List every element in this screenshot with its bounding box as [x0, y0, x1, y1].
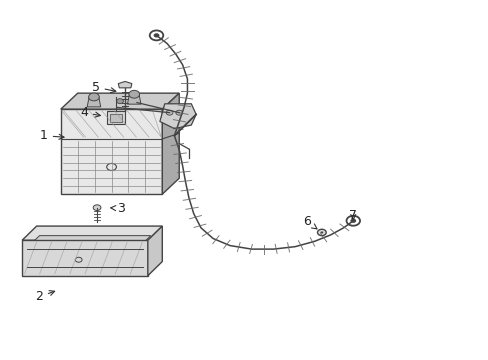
Polygon shape [162, 93, 179, 194]
Polygon shape [22, 240, 147, 276]
Polygon shape [106, 111, 125, 124]
Polygon shape [118, 81, 132, 88]
Circle shape [88, 93, 99, 101]
Polygon shape [29, 236, 150, 246]
Polygon shape [160, 104, 196, 129]
Polygon shape [61, 109, 162, 194]
Text: 1: 1 [40, 129, 64, 142]
Circle shape [129, 90, 139, 98]
Polygon shape [127, 94, 141, 104]
Text: 2: 2 [35, 291, 55, 303]
Polygon shape [61, 93, 179, 109]
Text: 4: 4 [80, 106, 100, 119]
Circle shape [320, 231, 323, 234]
Circle shape [317, 229, 325, 236]
Text: 7: 7 [348, 209, 357, 222]
Text: 3: 3 [110, 202, 125, 215]
Polygon shape [147, 226, 162, 276]
Text: 6: 6 [303, 215, 316, 229]
Polygon shape [87, 97, 101, 107]
Circle shape [166, 110, 173, 115]
Circle shape [176, 110, 182, 115]
Text: 5: 5 [91, 81, 116, 94]
Circle shape [93, 205, 101, 211]
Polygon shape [22, 226, 162, 240]
Circle shape [117, 99, 123, 104]
Circle shape [153, 33, 159, 37]
Circle shape [350, 219, 355, 223]
Polygon shape [109, 114, 122, 122]
